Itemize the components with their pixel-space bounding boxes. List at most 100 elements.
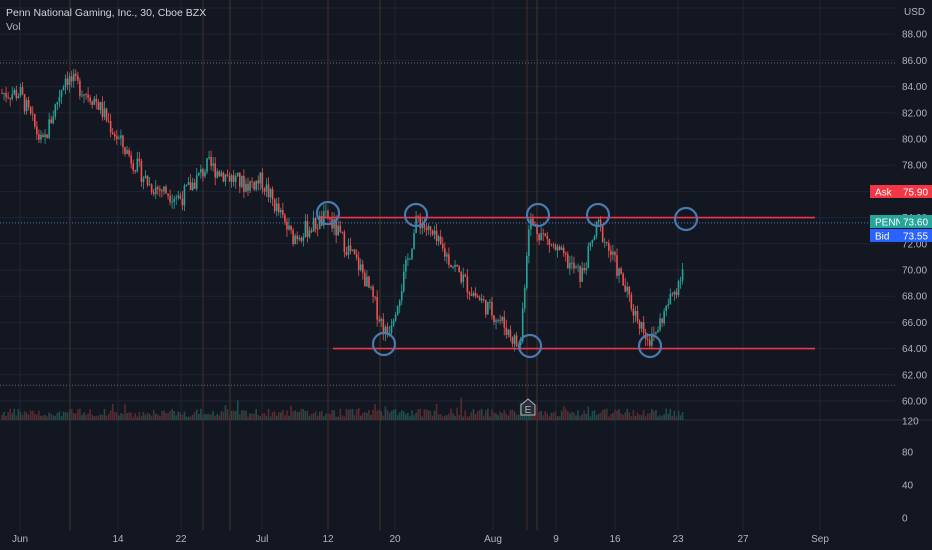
volume-bar — [464, 410, 467, 420]
volume-bar — [126, 412, 128, 420]
volume-bar — [532, 412, 534, 420]
candlestick-series — [1, 68, 684, 352]
candle-body — [113, 133, 116, 137]
volume-bar — [362, 412, 364, 420]
volume-bar — [374, 404, 376, 420]
candle-body — [81, 95, 83, 97]
volume-bar — [552, 412, 555, 420]
volume-bar — [495, 413, 497, 420]
candle-body — [665, 305, 667, 312]
volume-bar — [31, 410, 34, 420]
earnings-marker[interactable]: E — [520, 398, 536, 416]
volume-bar — [505, 413, 508, 420]
volume-bar — [474, 413, 477, 420]
candle-body — [208, 156, 210, 159]
candle-body — [58, 96, 61, 102]
pivot-circle[interactable] — [673, 206, 699, 232]
candle-body — [3, 93, 5, 94]
candle-body — [232, 175, 235, 182]
volume-bar — [103, 408, 106, 420]
candle-body — [599, 219, 602, 225]
candle-body — [493, 315, 495, 323]
last-price-tag-label: PENN — [875, 218, 903, 229]
pivot-circle[interactable] — [403, 202, 429, 228]
pivot-circle[interactable] — [315, 200, 341, 226]
volume-bar — [458, 415, 460, 420]
volume-bar — [212, 411, 214, 420]
candle-body — [425, 227, 428, 230]
drawings-layer[interactable]: E — [315, 200, 815, 416]
pivot-circle[interactable] — [637, 333, 663, 359]
volume-bar — [93, 416, 96, 420]
volume-bar — [388, 412, 391, 420]
volume-bar — [38, 410, 40, 420]
volume-bar — [417, 409, 419, 420]
volume-bar — [593, 409, 596, 420]
pivot-circle[interactable] — [371, 331, 397, 357]
time-axis[interactable]: Jun 14 22 Jul 12 20 Aug 9 16 23 27 Sep — [12, 534, 829, 545]
volume-bar — [595, 415, 598, 420]
volume-bar — [89, 409, 91, 420]
volume-bar — [523, 413, 526, 420]
volume-bar — [169, 410, 171, 420]
volume-tick-label: 120 — [902, 417, 919, 428]
volume-bar — [489, 416, 491, 420]
candle-body — [396, 306, 399, 315]
candle-body — [36, 126, 38, 135]
volume-bar — [599, 412, 602, 420]
candle-body — [497, 319, 499, 321]
volume-bar — [544, 411, 547, 420]
volume-bar — [243, 410, 245, 420]
candle-body — [626, 286, 629, 292]
candle-body — [23, 94, 26, 112]
volume-bar — [132, 416, 134, 420]
volume-bar — [161, 411, 163, 420]
volume-bar — [251, 413, 253, 420]
volume-bar — [558, 416, 561, 420]
volume-bar — [267, 408, 270, 420]
candle-body — [44, 134, 46, 138]
candle-body — [478, 297, 481, 301]
volume-bar — [396, 415, 399, 420]
volume-bar — [226, 409, 229, 420]
candle-body — [550, 244, 553, 246]
candle-body — [257, 180, 260, 184]
volume-bar — [679, 415, 682, 420]
candle-body — [435, 230, 438, 242]
volume-bar — [433, 410, 436, 420]
volume-bar — [608, 416, 610, 420]
volume-bar — [530, 414, 532, 420]
candle-body — [581, 267, 583, 282]
volume-bar — [183, 411, 186, 420]
candle-body — [136, 158, 139, 172]
candle-body — [353, 249, 356, 255]
volume-bar — [130, 412, 132, 420]
volume-bar — [353, 415, 356, 420]
volume-bar — [478, 409, 481, 420]
volume-bar — [306, 410, 309, 420]
volume-bar — [15, 415, 18, 420]
volume-bar — [366, 412, 368, 420]
candle-body — [468, 292, 471, 295]
candle-body — [40, 134, 42, 140]
pivot-circle[interactable] — [585, 202, 611, 228]
volume-bar — [347, 409, 350, 420]
price-tick-label: 72.00 — [902, 239, 927, 250]
volume-bar — [142, 411, 145, 420]
volume-bar — [232, 410, 235, 420]
candle-body — [669, 293, 672, 305]
pivot-circle[interactable] — [517, 333, 543, 359]
candle-body — [271, 189, 274, 200]
volume-bar — [34, 413, 36, 420]
volume-bar — [187, 416, 190, 420]
pivot-circle[interactable] — [525, 202, 551, 228]
candle-body — [411, 248, 413, 259]
volume-bar — [612, 412, 614, 420]
candle-body — [417, 216, 419, 218]
candle-body — [163, 186, 165, 192]
volume-bar — [214, 415, 216, 420]
volume-bar — [81, 415, 83, 420]
volume-bar — [259, 416, 262, 420]
volume-bar — [325, 413, 327, 420]
